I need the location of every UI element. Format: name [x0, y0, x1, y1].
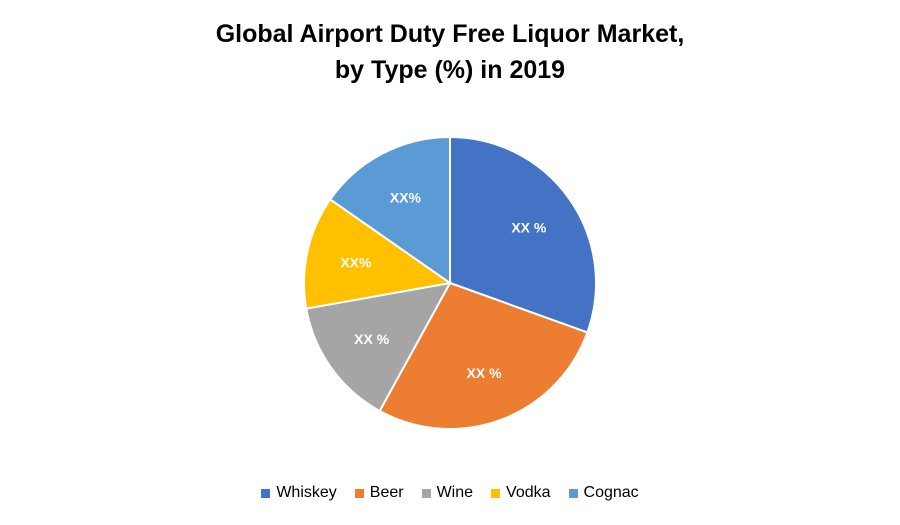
- data-label-whiskey: XX %: [511, 220, 547, 236]
- data-label-cognac: XX%: [390, 190, 422, 206]
- legend-label-wine: Wine: [436, 484, 474, 501]
- legend-label-whiskey: Whiskey: [276, 484, 337, 501]
- legend-swatch-cognac: [568, 488, 578, 498]
- legend-item-cognac: Cognac: [568, 484, 639, 502]
- legend-label-beer: Beer: [369, 484, 404, 501]
- legend-item-beer: Beer: [354, 484, 404, 502]
- pie-slice-beer: [378, 281, 589, 430]
- pie-slice-vodka: [303, 198, 453, 310]
- data-label-wine: XX %: [354, 331, 390, 347]
- legend-item-vodka: Vodka: [491, 484, 551, 502]
- pie-slice-wine: [305, 281, 452, 413]
- legend-item-wine: Wine: [421, 484, 474, 502]
- legend-swatch-wine: [421, 488, 431, 498]
- pie-slice-whiskey: [449, 135, 597, 334]
- legend-item-whiskey: Whiskey: [261, 484, 337, 502]
- legend-swatch-beer: [354, 488, 364, 498]
- data-label-vodka: XX%: [340, 254, 372, 270]
- chart-title-line2: by Type (%) in 2019: [334, 56, 566, 84]
- legend-swatch-vodka: [491, 488, 501, 498]
- chart-legend: Whiskey Beer Wine Vodka Cognac: [0, 484, 900, 502]
- legend-label-vodka: Vodka: [506, 484, 551, 501]
- data-label-beer: XX %: [467, 365, 503, 381]
- legend-swatch-whiskey: [261, 488, 271, 498]
- chart-title-line1: Global Airport Duty Free Liquor Market,: [215, 20, 685, 48]
- chart-title: Global Airport Duty Free Liquor Market, …: [0, 16, 900, 88]
- pie-slice-cognac: [328, 135, 451, 285]
- legend-label-cognac: Cognac: [583, 484, 639, 501]
